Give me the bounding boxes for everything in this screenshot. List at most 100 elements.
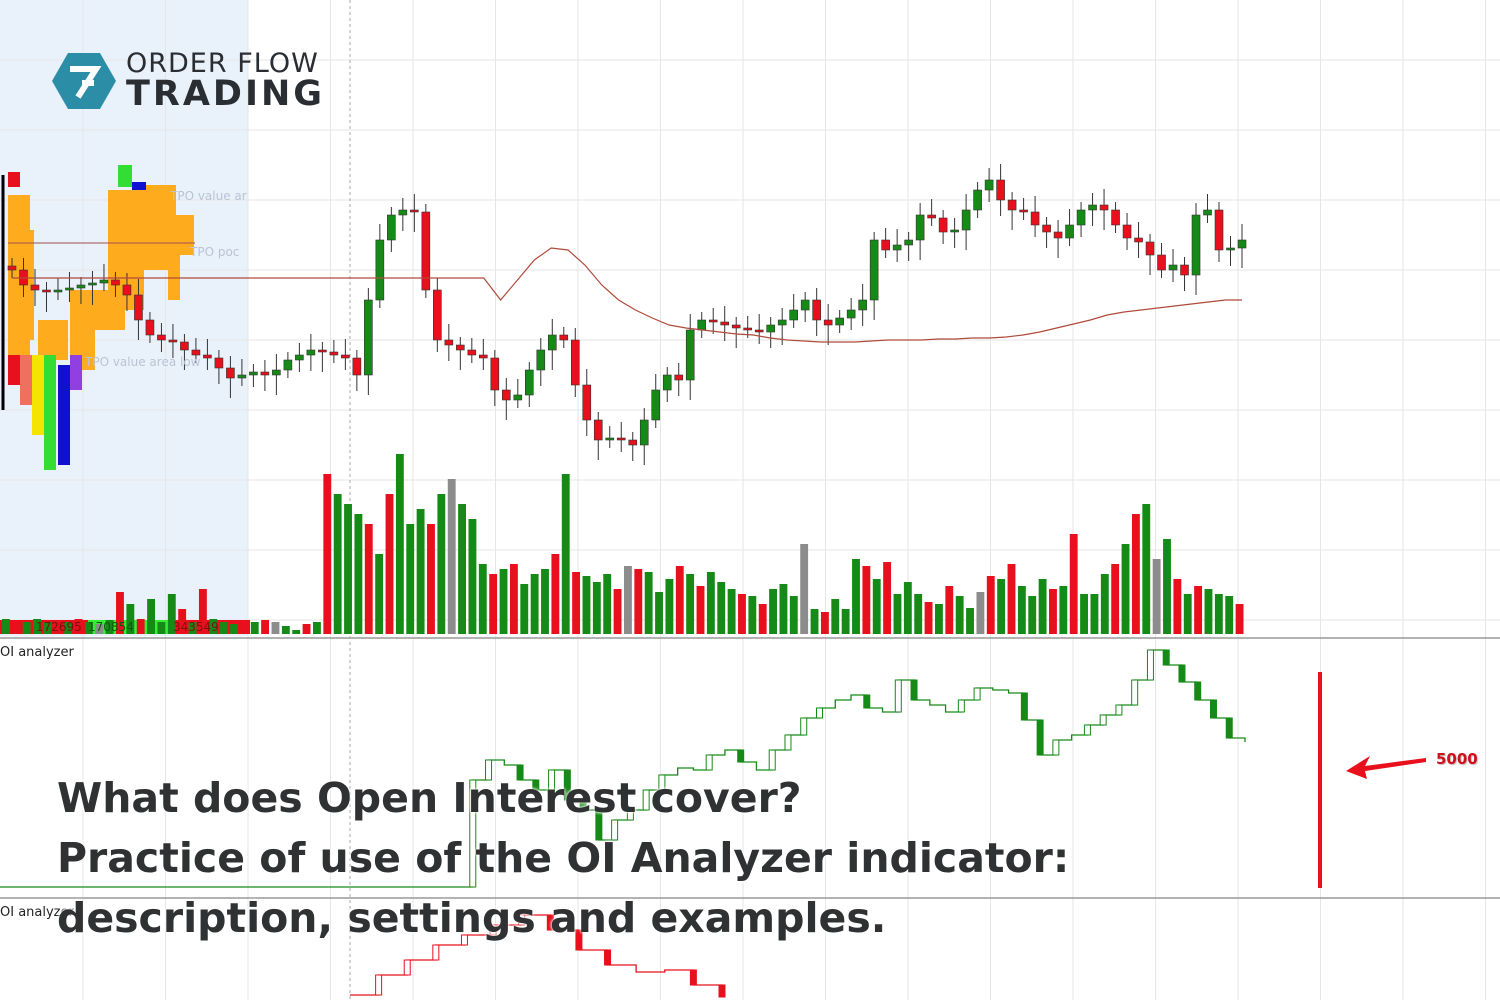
volume-bar — [313, 622, 321, 634]
volume-bar — [375, 554, 384, 634]
volume-bar — [178, 609, 187, 634]
candle-body — [869, 239, 879, 301]
volume-bar — [458, 504, 466, 634]
tpo-va-low-label: TPO value area low — [85, 355, 201, 369]
candle-body — [88, 282, 97, 286]
tpo-block — [132, 182, 146, 190]
candle-body — [1237, 239, 1247, 249]
oi-line-box — [563, 769, 571, 801]
candle-body — [306, 349, 316, 356]
candle-body — [835, 317, 844, 326]
candle-body — [961, 209, 971, 231]
volume-bar — [810, 609, 819, 634]
candle-body — [1122, 224, 1132, 239]
oi-line-box — [815, 707, 823, 719]
volume-bar — [74, 619, 83, 634]
volume-bar — [1121, 544, 1130, 634]
oi-panel-2-label: OI analyzer — [0, 905, 74, 920]
candle-body — [651, 389, 661, 421]
volume-bar — [1152, 559, 1161, 634]
volume-bar — [541, 569, 549, 634]
volume-bar — [831, 599, 840, 634]
volume-bar — [1049, 589, 1057, 634]
candle-body — [1203, 209, 1212, 216]
candle-body — [53, 289, 63, 293]
candle-body — [433, 289, 442, 341]
candle-body — [30, 284, 40, 291]
oi-line-box — [611, 819, 619, 841]
candle-body — [318, 349, 327, 353]
oi-line-box — [737, 749, 745, 763]
oi2-line-box — [575, 929, 583, 951]
volume-bar — [157, 622, 166, 634]
volume-bar — [644, 572, 653, 634]
volume-bar — [758, 604, 767, 634]
volume-bar — [427, 524, 435, 634]
candle-body — [1134, 237, 1143, 243]
tpo-color-column — [20, 355, 32, 405]
candle-body — [99, 279, 109, 284]
volume-bar — [779, 584, 788, 634]
volume-bar — [198, 589, 207, 634]
tpo-color-column — [44, 355, 56, 470]
volume-bar — [12, 624, 21, 634]
volume-label-1: 172695 — [36, 620, 82, 634]
candle-body — [846, 309, 856, 319]
volume-bar — [395, 454, 404, 634]
oi-line-box — [485, 759, 493, 781]
oi2-line-box — [518, 914, 526, 926]
volume-bar — [84, 622, 93, 634]
volume-bar — [406, 524, 415, 634]
volume-bar — [1007, 564, 1016, 634]
volume-bar — [22, 622, 31, 634]
tpo-color-column — [32, 355, 44, 435]
oi-line-box — [658, 774, 666, 791]
candle-body — [536, 349, 546, 371]
tpo-profile-block — [22, 230, 34, 340]
candle-body — [1042, 224, 1051, 233]
candle-body — [754, 329, 764, 333]
oi-line-box — [1099, 714, 1107, 726]
volume-bar — [1194, 586, 1203, 634]
oi-line-box — [1225, 717, 1233, 739]
oi2-line-box — [375, 974, 383, 996]
oi2-line-box — [489, 924, 497, 936]
brand-logo: ORDER FLOW TRADING — [52, 50, 325, 112]
candle-body — [1226, 247, 1235, 251]
volume-bar — [1028, 596, 1037, 634]
oi-line-box — [1209, 699, 1217, 719]
volume-bar — [966, 608, 974, 634]
candle-body — [180, 341, 189, 351]
candle-body — [1053, 231, 1063, 239]
volume-bar — [209, 619, 218, 634]
candle-body — [65, 287, 74, 291]
volume-bar — [447, 479, 456, 634]
volume-bar — [903, 582, 912, 634]
volume-bar — [862, 566, 871, 634]
candle-body — [1157, 254, 1166, 271]
volume-bar — [95, 624, 104, 634]
candle-body — [490, 357, 500, 391]
title-line-2: Practice of use of the OI Analyzer indic… — [57, 834, 1070, 882]
candle-body — [329, 351, 339, 356]
volume-bar — [147, 599, 155, 634]
volume-bar — [136, 619, 145, 634]
oi-line-box — [1178, 664, 1186, 683]
volume-bar — [126, 604, 135, 634]
candle-body — [1019, 209, 1028, 213]
candle-body — [662, 374, 672, 391]
candle-body — [628, 439, 638, 446]
candle-body — [1191, 214, 1201, 276]
candle-body — [927, 214, 936, 219]
volume-bar — [696, 586, 705, 634]
candle-body — [892, 244, 902, 251]
title-line-1: What does Open Interest cover? — [57, 774, 802, 822]
candle-body — [570, 339, 580, 386]
candle-body — [973, 189, 982, 211]
volume-bar — [655, 592, 663, 634]
candle-body — [605, 437, 615, 441]
candle-body — [708, 319, 718, 323]
oi2-line-box — [604, 949, 612, 966]
moving-average-line — [12, 247, 1242, 343]
oi-line-box — [1052, 739, 1060, 756]
